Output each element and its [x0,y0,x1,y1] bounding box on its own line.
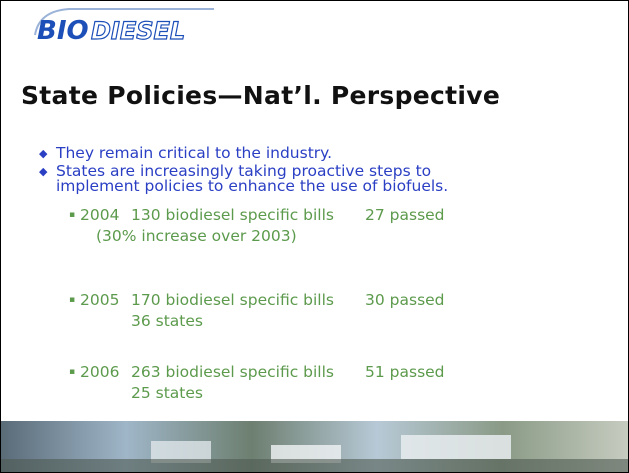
item-passed: 30 passed [365,291,445,309]
item-year: 2005 [80,291,119,309]
logo: BIO DIESEL [29,5,219,49]
photo-ground [1,459,628,472]
item-note: (30% increase over 2003) [96,227,297,245]
sub-bullet-marker: ▪ [69,210,75,220]
item-bills: 130 biodiesel specific bills [131,206,334,224]
slide-title: State Policies—Nat’l. Perspective [21,81,500,110]
slide: BIO DIESEL State Policies—Nat’l. Perspec… [0,0,629,473]
bullet-marker: ◆ [39,165,47,178]
item-passed: 27 passed [365,206,445,224]
item-note: 36 states [131,312,203,330]
item-bills: 170 biodiesel specific bills [131,291,334,309]
item-year: 2006 [80,363,119,381]
item-bills: 263 biodiesel specific bills [131,363,334,381]
sub-bullet-marker: ▪ [69,367,75,377]
bullet-marker: ◆ [39,147,47,160]
item-passed: 51 passed [365,363,445,381]
item-note: 25 states [131,384,203,402]
photo-strip [1,421,628,472]
bullet-text: implement policies to enhance the use of… [56,178,448,195]
logo-text: DIESEL [91,17,185,45]
bullet-text: They remain critical to the industry. [56,145,332,162]
item-year: 2004 [80,206,119,224]
photo-bus [401,435,511,459]
logo-text: BIO [37,16,89,46]
sub-bullet-marker: ▪ [69,295,75,305]
